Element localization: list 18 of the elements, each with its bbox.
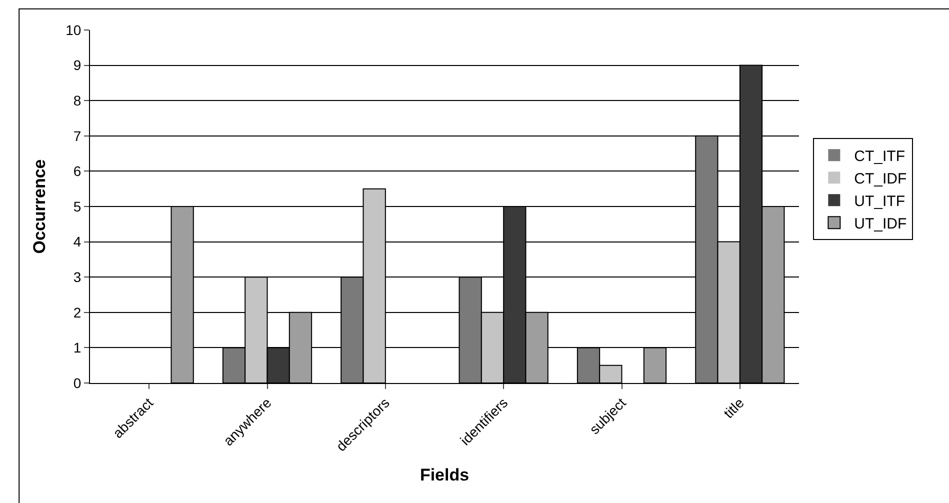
x-axis-title: Fields: [420, 466, 470, 485]
y-tick-label: 6: [73, 163, 82, 180]
legend-label: CT_ITF: [854, 148, 906, 165]
y-tick-label: 7: [73, 128, 82, 144]
y-tick-label: 3: [73, 269, 82, 285]
legend-label: UT_ITF: [854, 192, 906, 210]
y-tick-label: 1: [73, 340, 82, 356]
x-tick-label: title: [720, 394, 748, 422]
y-tick-label: 2: [73, 304, 82, 320]
y-axis-title: Occurrence: [30, 159, 50, 254]
y-tick-label: 8: [73, 92, 82, 108]
y-tick-label: 9: [73, 57, 82, 74]
y-tick-label: 4: [73, 234, 82, 250]
y-tick-label: 5: [73, 198, 82, 214]
y-tick-label: 0: [73, 374, 82, 391]
legend-label: CT_IDF: [854, 170, 907, 188]
y-tick-label: 10: [66, 22, 82, 38]
legend-label: UT_IDF: [854, 215, 907, 232]
